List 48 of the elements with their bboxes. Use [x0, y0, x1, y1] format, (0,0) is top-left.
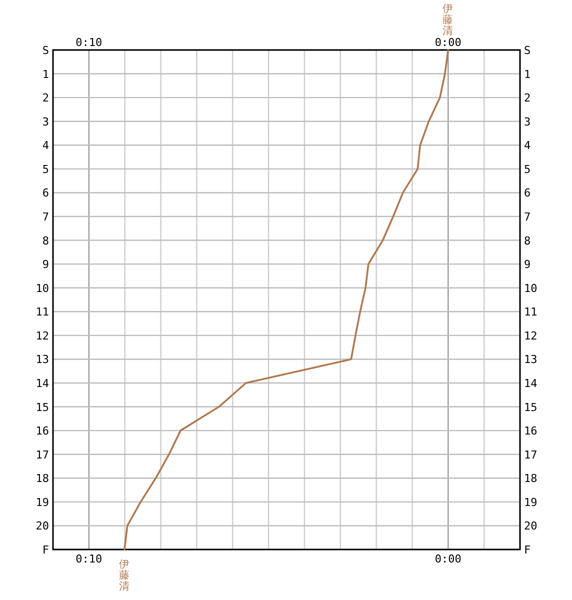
category-label: S [42, 44, 49, 57]
x2-tick-label: 0:10 [76, 36, 102, 49]
y-tick-label: S [524, 44, 531, 57]
y-tick-label: 12 [524, 329, 538, 342]
y-tick-label: 7 [524, 210, 531, 224]
y-tick-label: 13 [524, 353, 538, 366]
y-tick-label: 19 [524, 496, 538, 509]
category-label: 1 [42, 68, 49, 81]
y-tick-label: 20 [524, 520, 538, 533]
y-tick-label: 18 [524, 472, 538, 486]
text: 伊藤清 [442, 3, 454, 37]
category-label: 2 [42, 92, 49, 105]
category-label: 18 [36, 472, 49, 486]
y-tick-label: 8 [524, 234, 531, 248]
y-tick-label: 9 [524, 258, 531, 272]
y-tick-label: 4 [524, 139, 531, 152]
category-label: 19 [36, 496, 49, 509]
y-tick-label: 5 [524, 162, 531, 176]
y-tick-label: 6 [524, 186, 531, 200]
category-label: 13 [36, 353, 49, 366]
y-tick-label: 1 [524, 68, 531, 81]
category-label: 9 [42, 258, 49, 272]
category-label: F [42, 544, 49, 556]
y-tick-label: 11 [524, 306, 538, 319]
category-label: 3 [42, 115, 49, 128]
category-label: 10 [36, 282, 49, 295]
x2-tick-label: 0:00 [434, 36, 462, 49]
y-tick-label: 14 [524, 377, 538, 390]
category-label: 16 [36, 424, 49, 438]
category-label: 12 [36, 329, 49, 342]
category-label: 6 [42, 186, 49, 200]
category-label: 4 [42, 139, 49, 152]
category-label: 15 [36, 400, 49, 414]
category-label: 8 [42, 234, 49, 248]
y-tick-label: F [524, 544, 531, 556]
category-label: 11 [36, 306, 49, 319]
y-tick-label: 10 [524, 282, 538, 295]
category-label: 7 [42, 210, 49, 224]
y-tick-label: 16 [524, 424, 538, 438]
category-label: 17 [36, 448, 49, 462]
y-tick-label: 17 [524, 448, 538, 462]
y-tick-label: 15 [524, 400, 538, 414]
category-label: 5 [42, 162, 49, 176]
category-label: 20 [36, 520, 49, 533]
series-label: 伊藤清 [118, 558, 130, 592]
category-label: 14 [36, 377, 49, 390]
y-tick-label: 2 [524, 92, 531, 105]
y-tick-label: 3 [524, 115, 531, 128]
